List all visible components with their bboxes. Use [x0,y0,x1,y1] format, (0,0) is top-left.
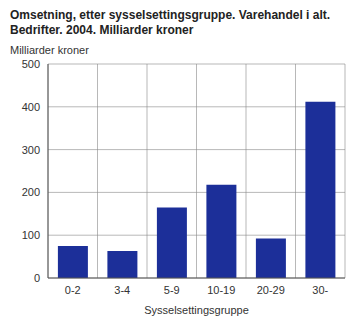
svg-text:3-4: 3-4 [114,284,130,296]
svg-text:Sysselsettingsgruppe: Sysselsettingsgruppe [144,304,249,316]
svg-text:400: 400 [22,101,40,113]
svg-text:100: 100 [22,229,40,241]
svg-text:0: 0 [34,272,40,284]
svg-text:200: 200 [22,186,40,198]
html-text:Omsetning, etter sysselsetting: Omsetning, etter sysselsettingsgruppe. V… [10,8,331,37]
svg-text:300: 300 [22,144,40,156]
svg-text:20-29: 20-29 [257,284,285,296]
svg-text:5-9: 5-9 [164,284,180,296]
svg-text:30-: 30- [312,284,328,296]
svg-text:500: 500 [22,58,40,70]
html-text:Milliarder kroner: Milliarder kroner [10,44,89,56]
svg-text:10-19: 10-19 [207,284,235,296]
svg-text:0-2: 0-2 [65,284,81,296]
